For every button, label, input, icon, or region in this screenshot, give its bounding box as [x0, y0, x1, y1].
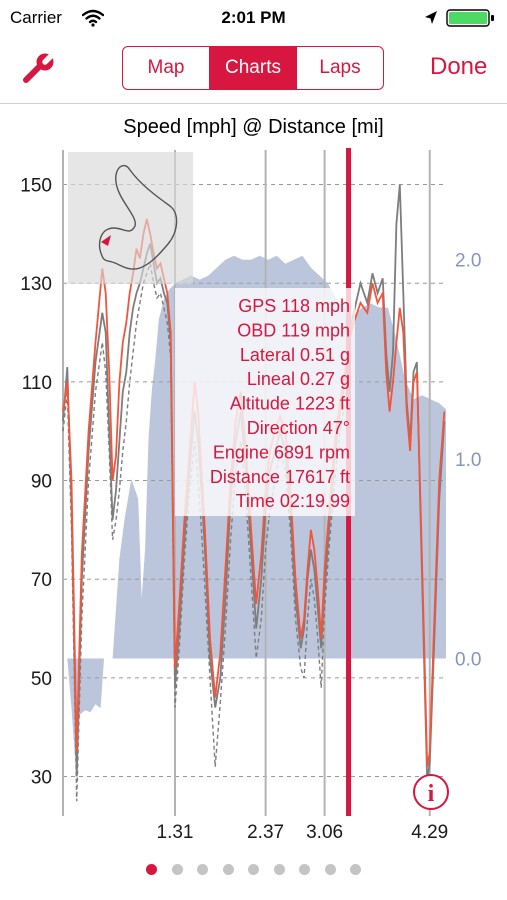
- chart-title: Speed [mph] @ Distance [mi]: [123, 116, 384, 138]
- track-map-outline: [99, 164, 178, 270]
- tab-charts[interactable]: Charts: [210, 47, 297, 89]
- page-dot[interactable]: [197, 864, 208, 875]
- page-dot[interactable]: [350, 864, 361, 875]
- page-indicator[interactable]: [146, 864, 366, 878]
- page-dot[interactable]: [324, 864, 336, 875]
- series-obd-line: [62, 184, 446, 782]
- page-dot[interactable]: [299, 864, 310, 875]
- y2-tick-label: 1.0: [455, 450, 481, 471]
- readout-line: Time 02:19.99: [236, 491, 350, 511]
- clock: 2:01 PM: [221, 8, 286, 27]
- y2-tick-label: 2.0: [455, 251, 481, 272]
- y-tick-label: 150: [20, 176, 52, 197]
- readout-line: Altitude 1223 ft: [230, 394, 350, 414]
- series-gps-line: [62, 218, 446, 767]
- wifi-icon: [82, 9, 104, 27]
- readout-line: Lineal 0.27 g: [247, 369, 350, 389]
- track-map-inset[interactable]: [68, 152, 193, 284]
- y-tick-label: 110: [22, 373, 52, 394]
- x-tick-label: 3.06: [306, 822, 343, 843]
- info-button[interactable]: [413, 774, 449, 810]
- readout-line: Lateral 0.51 g: [240, 345, 350, 365]
- readout-line: Direction 47°: [247, 418, 350, 438]
- y-tick-label: 30: [31, 768, 52, 789]
- tab-laps[interactable]: Laps: [319, 57, 361, 78]
- page-dot[interactable]: [171, 864, 183, 875]
- info-icon[interactable]: i: [428, 781, 435, 807]
- readout-line: OBD 119 mph: [237, 320, 350, 340]
- battery-icon: [446, 9, 494, 27]
- readout-line: Distance 17617 ft: [210, 467, 350, 487]
- carrier-label: Carrier: [10, 8, 62, 27]
- done-button[interactable]: Done: [430, 53, 488, 80]
- y-tick-label: 90: [31, 472, 52, 493]
- x-tick-label: 4.29: [411, 822, 448, 843]
- track-position-marker-icon: [101, 235, 111, 246]
- x-tick-label: 2.37: [247, 822, 284, 843]
- page-dot[interactable]: [146, 864, 157, 875]
- x-tick-label: 1.31: [157, 822, 194, 843]
- page-dot[interactable]: [248, 864, 259, 875]
- y-tick-label: 50: [31, 669, 52, 690]
- location-arrow-icon: [425, 11, 437, 24]
- page-dot[interactable]: [222, 864, 234, 875]
- readout-line: Engine 6891 rpm: [213, 442, 350, 462]
- view-segmented-control: Map Charts Laps: [122, 46, 384, 90]
- y-tick-label: 70: [31, 570, 52, 591]
- y2-tick-label: 0.0: [455, 649, 481, 670]
- page-dot[interactable]: [273, 864, 285, 875]
- readout-panel: [175, 288, 355, 516]
- wrench-icon[interactable]: [22, 51, 56, 85]
- y-tick-label: 130: [20, 274, 52, 295]
- speed-chart[interactable]: GPS 118 mph OBD 119 mph Lateral 0.51 g Line…: [0, 140, 507, 856]
- readout-line: GPS 118 mph: [238, 296, 350, 316]
- nav-bar: Map Charts Laps Done: [0, 38, 507, 104]
- tab-map[interactable]: Map: [123, 47, 210, 89]
- status-bar: Carrier 2:01 PM: [0, 0, 507, 38]
